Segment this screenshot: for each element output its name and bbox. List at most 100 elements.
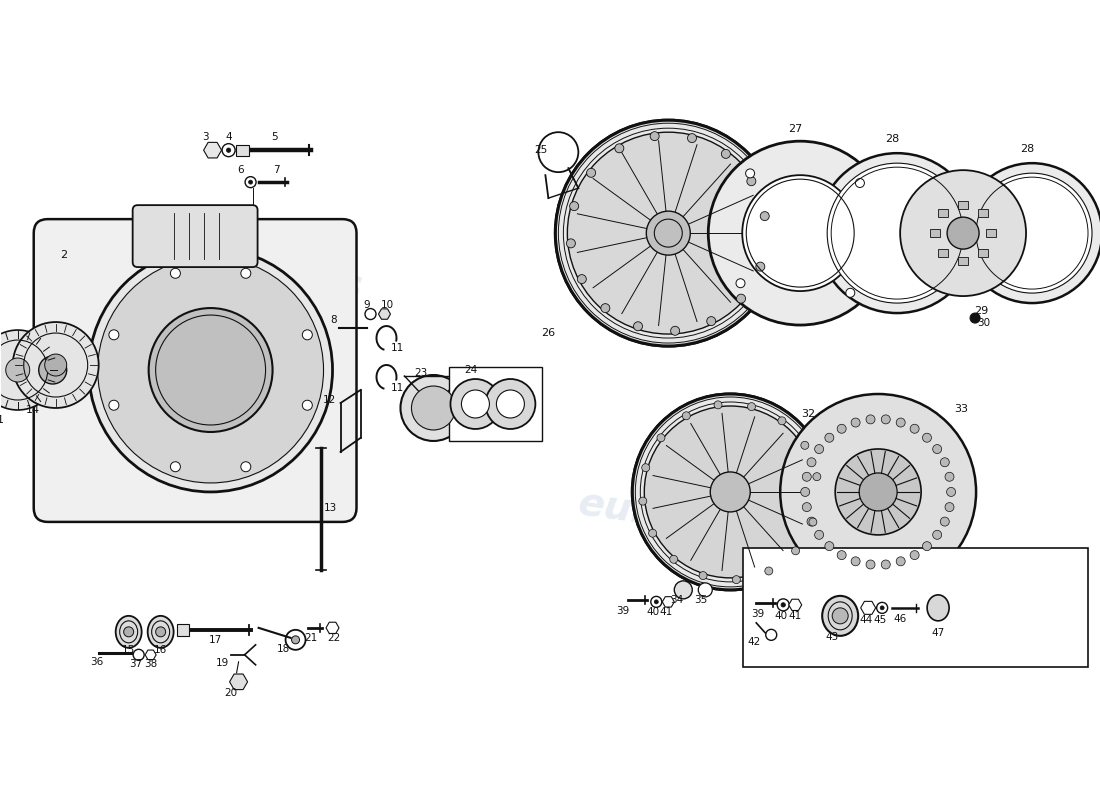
Circle shape xyxy=(764,567,773,575)
Circle shape xyxy=(670,555,678,563)
Text: 16: 16 xyxy=(154,645,167,655)
Text: 34: 34 xyxy=(670,595,683,605)
Ellipse shape xyxy=(116,616,142,648)
Circle shape xyxy=(962,163,1100,303)
Circle shape xyxy=(801,487,810,497)
Text: 40: 40 xyxy=(774,611,788,621)
Circle shape xyxy=(972,173,1092,293)
Circle shape xyxy=(760,212,769,221)
Circle shape xyxy=(615,144,624,153)
Circle shape xyxy=(170,462,180,472)
Circle shape xyxy=(682,412,691,420)
Circle shape xyxy=(940,517,949,526)
Circle shape xyxy=(241,462,251,472)
Text: 45: 45 xyxy=(873,615,887,625)
Circle shape xyxy=(807,458,816,466)
Circle shape xyxy=(802,502,812,512)
Circle shape xyxy=(923,434,932,442)
Circle shape xyxy=(650,132,659,141)
Circle shape xyxy=(641,464,650,472)
Text: 1: 1 xyxy=(0,415,4,425)
Circle shape xyxy=(808,518,817,526)
Circle shape xyxy=(947,217,979,249)
Bar xyxy=(986,229,997,237)
FancyBboxPatch shape xyxy=(742,548,1088,667)
Circle shape xyxy=(970,313,980,323)
Circle shape xyxy=(833,608,848,624)
Text: 35: 35 xyxy=(694,595,708,605)
Circle shape xyxy=(815,445,824,454)
Circle shape xyxy=(245,177,256,188)
Circle shape xyxy=(6,358,30,382)
Circle shape xyxy=(880,606,884,610)
Circle shape xyxy=(292,636,299,644)
Text: 23: 23 xyxy=(414,368,427,378)
Text: 11: 11 xyxy=(390,383,404,393)
Circle shape xyxy=(746,169,755,178)
Circle shape xyxy=(881,415,890,424)
Circle shape xyxy=(450,379,500,429)
Circle shape xyxy=(485,379,536,429)
Circle shape xyxy=(736,278,745,288)
Circle shape xyxy=(123,627,134,637)
Circle shape xyxy=(856,178,865,187)
Circle shape xyxy=(742,175,858,291)
Text: 47: 47 xyxy=(932,628,945,638)
Circle shape xyxy=(400,375,466,441)
Circle shape xyxy=(651,596,662,607)
Bar xyxy=(958,201,968,209)
Text: 43: 43 xyxy=(826,632,839,642)
Text: 38: 38 xyxy=(144,659,157,669)
Circle shape xyxy=(688,134,696,142)
Circle shape xyxy=(881,560,890,569)
Text: 30: 30 xyxy=(978,318,991,328)
Circle shape xyxy=(801,442,808,450)
Circle shape xyxy=(302,330,312,340)
Text: eurospares: eurospares xyxy=(576,484,825,556)
Circle shape xyxy=(706,317,716,326)
Circle shape xyxy=(896,557,905,566)
Circle shape xyxy=(877,602,888,614)
Circle shape xyxy=(807,517,816,526)
Circle shape xyxy=(302,400,312,410)
Circle shape xyxy=(846,288,855,298)
Bar xyxy=(177,624,188,636)
Text: 2: 2 xyxy=(60,250,67,260)
Circle shape xyxy=(748,402,756,410)
Circle shape xyxy=(657,434,665,442)
Bar xyxy=(931,229,940,237)
Circle shape xyxy=(365,309,376,319)
Text: 12: 12 xyxy=(323,395,337,405)
Text: 37: 37 xyxy=(129,659,142,669)
Circle shape xyxy=(815,530,824,539)
Circle shape xyxy=(566,239,575,248)
Circle shape xyxy=(910,424,920,434)
Circle shape xyxy=(45,354,67,376)
Circle shape xyxy=(900,170,1026,296)
Circle shape xyxy=(222,144,235,157)
Text: 21: 21 xyxy=(304,633,317,643)
Ellipse shape xyxy=(927,595,949,621)
Circle shape xyxy=(109,400,119,410)
Text: 6: 6 xyxy=(238,165,244,175)
Bar xyxy=(978,210,988,218)
Text: 33: 33 xyxy=(954,404,968,414)
FancyBboxPatch shape xyxy=(133,205,257,267)
Text: 3: 3 xyxy=(202,132,209,142)
Circle shape xyxy=(722,150,730,158)
Circle shape xyxy=(813,473,821,481)
Text: 5: 5 xyxy=(272,132,278,142)
Circle shape xyxy=(737,294,746,303)
Circle shape xyxy=(645,406,816,578)
Circle shape xyxy=(227,148,231,152)
Text: 13: 13 xyxy=(323,503,337,513)
Circle shape xyxy=(586,168,595,178)
Circle shape xyxy=(947,487,956,497)
Circle shape xyxy=(568,132,769,334)
Circle shape xyxy=(817,153,977,313)
Text: 42: 42 xyxy=(748,637,761,647)
Circle shape xyxy=(649,530,657,538)
Circle shape xyxy=(632,394,828,590)
Text: 11: 11 xyxy=(390,343,404,353)
Text: 8: 8 xyxy=(330,315,337,325)
